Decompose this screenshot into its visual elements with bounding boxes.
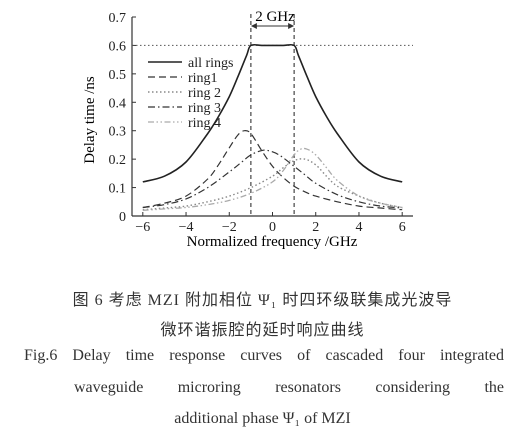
y-axis-label: Delay time /ns: [82, 76, 98, 164]
legend-label-ring1: ring1: [188, 71, 218, 86]
series-line-ring3: [142, 149, 403, 209]
x-axis-label: Normalized frequency /GHz: [187, 234, 358, 250]
x-tick-label: 6: [399, 220, 406, 235]
legend-label-allrings: all rings: [188, 56, 234, 71]
x-tick-label: −4: [179, 220, 194, 235]
x-tick-label: −2: [222, 220, 237, 235]
series-line-allrings: [142, 43, 403, 183]
y-tick-label: 0.1: [109, 182, 127, 197]
caption-en-line1: Fig.6 Delay time response curves of casc…: [24, 347, 504, 365]
x-tick-label: −6: [135, 220, 150, 235]
legend-label-ring3: ring 3: [188, 101, 221, 116]
x-tick-label: 0: [269, 220, 276, 235]
arrow-head-left: [250, 23, 257, 29]
caption-en-line3: additional phase Ψ₁ of MZI: [174, 410, 351, 427]
series-line-ring1: [142, 129, 403, 211]
y-tick-label: 0: [119, 210, 126, 225]
x-tick-label: 2: [312, 220, 319, 235]
caption-cn-line2: 微环谐振腔的延时响应曲线: [160, 322, 365, 339]
y-tick-label: 0.4: [109, 96, 127, 111]
chart-axes: −6 −4 −2 0 2 4 6 0 0.1 0.2 0.3 0.4 0.5 0.6 0.7: [109, 11, 413, 235]
caption-cn-line1: 图 6 考虑 MZI 附加相位 Ψ₁ 时四环级联集成光波导: [72, 292, 453, 309]
delay-time-chart: −6 −4 −2 0 2 4 6 0 0.1 0.2 0.3 0.4 0.5 0.6 0.7 all rin…: [82, 9, 413, 250]
bandwidth-annotation: 2 GHz: [255, 9, 295, 25]
figure-label: Fig.6: [24, 347, 58, 364]
legend-label-ring4: ring 4: [188, 116, 221, 131]
x-tick-label: 4: [355, 220, 362, 235]
legend-label-ring2: ring 2: [188, 86, 221, 101]
y-tick-label: 0.3: [109, 125, 127, 140]
y-tick-label: 0.5: [109, 68, 127, 83]
y-tick-label: 0.2: [109, 153, 127, 168]
caption-en-text1: Delay time response curves of cascaded f…: [72, 347, 504, 364]
series-line-ring4: [142, 147, 403, 211]
caption-en-line2: waveguide microring resonators consideri…: [74, 379, 504, 396]
y-tick-label: 0.6: [109, 39, 127, 54]
y-tick-label: 0.7: [109, 11, 127, 26]
chart-series: [142, 43, 403, 211]
arrow-head-right: [288, 23, 295, 29]
